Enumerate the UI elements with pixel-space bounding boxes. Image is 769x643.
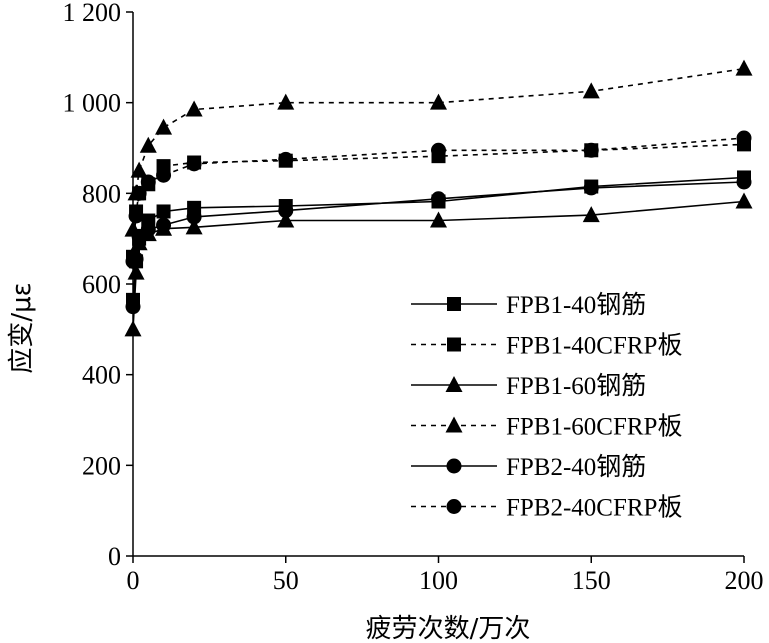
- data-point: [156, 167, 172, 183]
- data-point: [430, 211, 447, 228]
- y-tick-label: 1 000: [63, 89, 122, 118]
- y-tick-label: 400: [82, 361, 121, 390]
- legend: FPB1-40钢筋 FPB1-40CFRP板 FPB1-60钢筋 FPB1-60CFR…: [411, 291, 682, 522]
- data-point: [430, 93, 447, 110]
- series-5: [125, 174, 752, 315]
- legend-marker: [447, 297, 461, 311]
- x-axis-title: 疲劳次数/万次: [366, 614, 531, 643]
- legend-label: FPB1-40钢筋: [506, 291, 646, 319]
- legend-item: FPB1-60CFRP板: [411, 413, 682, 441]
- y-tick-label: 800: [82, 179, 121, 208]
- x-tick-label: 50: [273, 566, 299, 595]
- series-line: [132, 143, 745, 257]
- data-point: [186, 209, 202, 225]
- y-tick-label: 200: [82, 451, 121, 480]
- legend-marker: [446, 458, 462, 474]
- y-tick-label: 0: [108, 542, 121, 571]
- data-point: [130, 161, 148, 178]
- legend-label: FPB1-60钢筋: [506, 372, 646, 400]
- legend-item: FPB1-40CFRP板: [411, 332, 682, 360]
- legend-item: FPB1-60钢筋: [411, 372, 646, 400]
- data-point: [185, 100, 203, 117]
- data-point: [155, 118, 173, 135]
- data-point: [139, 136, 157, 153]
- axes: 0 200 400 600 800 1 000 1 200 0 50 100 150 200: [63, 0, 764, 595]
- data-point: [140, 222, 156, 238]
- data-point: [124, 320, 142, 337]
- data-point: [156, 204, 171, 219]
- series-4: [124, 59, 753, 237]
- y-tick-label: 600: [82, 270, 121, 299]
- series-layer: [124, 59, 753, 337]
- data-point: [125, 253, 141, 269]
- series-line: [132, 137, 745, 262]
- legend-label: FPB2-40CFRP板: [506, 494, 682, 522]
- data-point: [156, 217, 172, 233]
- legend-label: FPB1-60CFRP板: [506, 413, 682, 441]
- series-1: [126, 170, 751, 307]
- y-axis-title: 应变/με: [7, 282, 37, 373]
- legend-label: FPB1-40CFRP板: [506, 332, 682, 360]
- x-tick-label: 0: [127, 566, 140, 595]
- x-tick-label: 100: [419, 566, 458, 595]
- data-point: [583, 180, 599, 196]
- data-point: [277, 93, 295, 110]
- data-point: [186, 156, 202, 172]
- y-axis-title-group: 应变/με: [7, 282, 37, 373]
- data-point: [125, 299, 141, 315]
- data-point: [128, 208, 144, 224]
- series-3: [124, 192, 753, 337]
- legend-marker: [445, 376, 463, 392]
- series-6: [125, 130, 752, 269]
- data-point: [735, 192, 753, 209]
- data-point: [278, 151, 294, 167]
- data-point: [735, 59, 753, 76]
- legend-item: FPB2-40CFRP板: [411, 494, 682, 522]
- legend-item: FPB2-40钢筋: [411, 453, 646, 481]
- data-point: [131, 185, 147, 201]
- series-line: [132, 181, 745, 307]
- data-point: [582, 82, 600, 99]
- data-point: [431, 142, 446, 158]
- data-point: [140, 174, 156, 190]
- data-point: [736, 174, 752, 190]
- x-tick-label: 150: [572, 566, 611, 595]
- legend-item: FPB1-40钢筋: [411, 291, 646, 319]
- data-point: [583, 142, 599, 158]
- legend-marker: [447, 337, 461, 352]
- legend-marker: [445, 416, 463, 433]
- legend-label: FPB2-40钢筋: [506, 453, 646, 481]
- legend-marker: [446, 499, 462, 514]
- data-point: [736, 130, 752, 146]
- data-point: [277, 211, 295, 228]
- data-point: [582, 206, 600, 223]
- data-point: [185, 218, 203, 235]
- data-point: [278, 203, 294, 219]
- y-tick-label: 1 200: [63, 0, 122, 27]
- data-point: [431, 191, 446, 207]
- x-tick-label: 200: [725, 566, 764, 595]
